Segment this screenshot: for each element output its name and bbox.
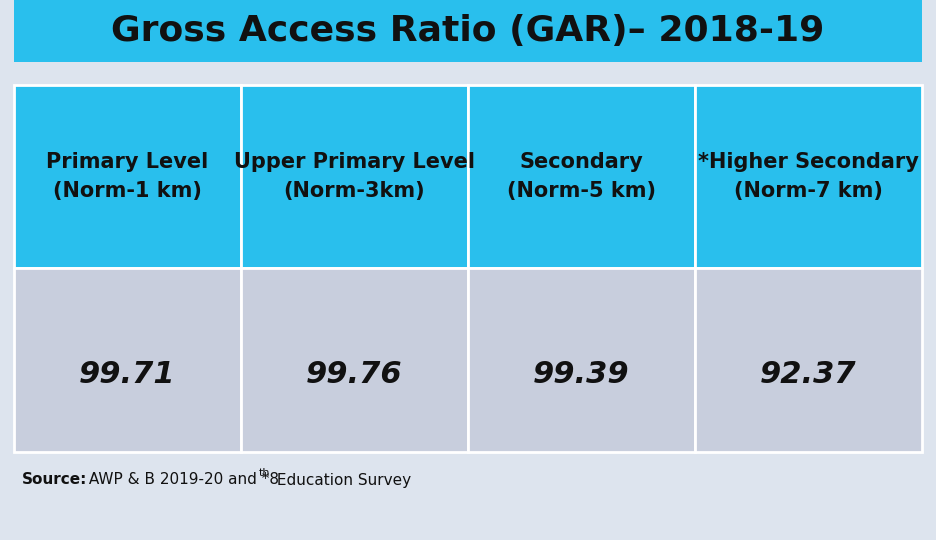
Text: *Higher Secondary
(Norm-7 km): *Higher Secondary (Norm-7 km) [698,152,919,201]
Text: Source:: Source: [22,472,87,488]
Text: AWP & B 2019-20 and *8: AWP & B 2019-20 and *8 [84,472,279,488]
Text: Secondary
(Norm-5 km): Secondary (Norm-5 km) [507,152,656,201]
Bar [695,85,922,268]
Text: 92.37: 92.37 [760,360,856,389]
Bar [241,85,468,268]
Text: 99.39: 99.39 [534,360,630,389]
Bar [468,85,695,268]
Text: 99.76: 99.76 [306,360,402,389]
Bar [468,268,695,452]
Bar [14,268,241,452]
Text: Gross Access Ratio (GAR)– 2018-19: Gross Access Ratio (GAR)– 2018-19 [111,14,825,48]
Bar [14,85,241,268]
Text: Primary Level
(Norm-1 km): Primary Level (Norm-1 km) [47,152,209,201]
Bar [695,268,922,452]
Text: th: th [259,468,271,478]
Text: Upper Primary Level
(Norm-3km): Upper Primary Level (Norm-3km) [234,152,475,201]
Bar [14,0,922,62]
Text: 99.71: 99.71 [80,360,176,389]
Text: Education Survey: Education Survey [272,472,411,488]
Bar [241,268,468,452]
Bar [14,85,922,452]
